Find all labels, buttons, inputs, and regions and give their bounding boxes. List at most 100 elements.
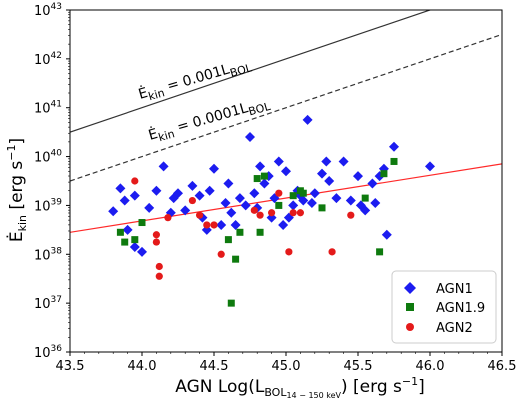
- reference-line-2: [70, 33, 502, 182]
- data-point-agn2: [217, 250, 225, 258]
- data-point-agn2: [289, 209, 297, 217]
- y-tick-label: 1043: [34, 2, 62, 19]
- data-point-agn1: [187, 180, 198, 191]
- data-point-agn2: [155, 272, 163, 280]
- data-point-agn1: [306, 197, 317, 208]
- data-point-agn1: [324, 176, 335, 186]
- x-tick-label: 43.5: [56, 359, 85, 374]
- data-point-agn1-9: [299, 189, 307, 197]
- legend-label-agn1-9: AGN1.9: [436, 301, 485, 316]
- data-point-agn1: [331, 193, 342, 204]
- data-point-agn2: [275, 189, 283, 197]
- data-point-agn1: [129, 190, 140, 201]
- data-point-agn1: [252, 202, 263, 213]
- data-point-agn1: [173, 188, 183, 199]
- data-point-agn1: [108, 206, 119, 217]
- data-point-agn1: [255, 161, 266, 172]
- data-point-agn1-9: [260, 172, 268, 180]
- data-point-agn2: [203, 221, 211, 229]
- data-point-agn1-9: [224, 236, 232, 244]
- y-tick-label: 1039: [34, 197, 62, 214]
- data-point-agn1: [119, 195, 130, 206]
- legend: AGN1 AGN1.9 AGN2: [391, 270, 497, 344]
- data-point-agn1: [223, 178, 234, 189]
- y-tick-label: 1038: [34, 246, 62, 263]
- data-point-agn1-9: [380, 170, 388, 178]
- legend-label-agn2: AGN2: [436, 321, 473, 336]
- data-point-agn1: [389, 141, 399, 152]
- legend-marker-agn1-9: [406, 303, 414, 311]
- data-point-agn1: [288, 200, 299, 211]
- data-point-agn1: [230, 219, 241, 230]
- data-point-agn1-9: [256, 228, 264, 236]
- data-point-agn2: [152, 238, 160, 246]
- data-point-agn1: [180, 205, 191, 216]
- ref-line-1-label: Ėkin = 0.001LBOL: [136, 53, 254, 105]
- data-point-agn1-9: [236, 228, 244, 236]
- plot-layer: [70, 10, 502, 307]
- data-point-agn1: [249, 188, 260, 199]
- data-point-agn1-9: [138, 219, 146, 227]
- data-point-agn1: [321, 156, 332, 167]
- x-tick-label: 44.5: [200, 359, 229, 374]
- data-point-agn1-9: [131, 236, 139, 244]
- data-point-agn1: [216, 219, 227, 230]
- data-point-agn1-9: [390, 157, 398, 165]
- data-point-agn1-9: [275, 201, 283, 209]
- data-point-agn1: [245, 132, 255, 143]
- data-point-agn1: [137, 246, 147, 257]
- data-point-agn1: [129, 241, 140, 252]
- data-point-agn1: [226, 207, 237, 218]
- data-point-agn1: [298, 195, 309, 206]
- y-tick-label: 1037: [34, 295, 62, 312]
- data-point-agn1: [302, 114, 313, 125]
- data-point-agn1: [281, 166, 291, 177]
- data-point-agn1: [115, 183, 126, 194]
- data-point-agn1-9: [318, 204, 326, 212]
- y-tick-label: 1041: [34, 100, 62, 117]
- data-point-agn2: [296, 209, 304, 217]
- y-axis-label: Ėkin [erg s−1]: [5, 138, 29, 242]
- legend-box: [391, 270, 497, 344]
- data-point-agn1: [220, 197, 231, 208]
- data-point-agn1-9: [116, 228, 124, 236]
- data-point-agn1-9: [253, 175, 261, 183]
- data-point-agn1-9: [361, 194, 369, 202]
- data-point-agn2: [131, 177, 139, 185]
- data-point-agn2: [210, 221, 218, 229]
- y-tick-label: 1036: [34, 344, 62, 361]
- legend-marker-agn1: [404, 282, 416, 294]
- x-axis-label: AGN Log(LBOL14 − 150 keV) [erg s−1]: [175, 375, 425, 400]
- x-tick-label: 44.0: [128, 359, 157, 374]
- data-point-agn2: [155, 262, 163, 271]
- legend-label-agn1: AGN1: [436, 282, 473, 297]
- data-point-agn1: [122, 224, 133, 235]
- y-tick-label: 1040: [34, 149, 62, 166]
- data-point-agn1: [381, 229, 392, 240]
- data-point-agn1: [425, 161, 435, 172]
- data-point-agn1: [367, 178, 378, 189]
- legend-item-agn1-9: AGN1.9: [406, 301, 485, 316]
- data-point-agn1: [278, 219, 289, 230]
- legend-item-agn1: AGN1: [404, 282, 473, 297]
- data-point-agn2: [152, 231, 160, 239]
- data-point-agn1-9: [376, 248, 384, 256]
- data-point-agn1: [353, 171, 363, 182]
- data-point-agn1: [273, 156, 284, 167]
- data-point-agn1: [259, 178, 270, 189]
- data-point-agn1: [204, 185, 215, 196]
- data-point-agn1-9: [232, 255, 240, 263]
- reference-line-1: [70, 10, 432, 133]
- data-point-agn2: [328, 248, 336, 256]
- y-tick-label: 1042: [34, 51, 62, 68]
- data-point-agn1: [360, 205, 371, 216]
- data-point-agn2: [268, 209, 276, 217]
- data-point-agn2: [347, 211, 355, 219]
- data-point-agn1: [240, 200, 251, 211]
- data-point-agn1: [234, 193, 245, 204]
- x-tick-label: 46.0: [416, 359, 445, 374]
- data-point-agn1: [370, 197, 381, 208]
- data-point-agn1: [338, 156, 349, 167]
- legend-marker-agn2: [406, 323, 414, 331]
